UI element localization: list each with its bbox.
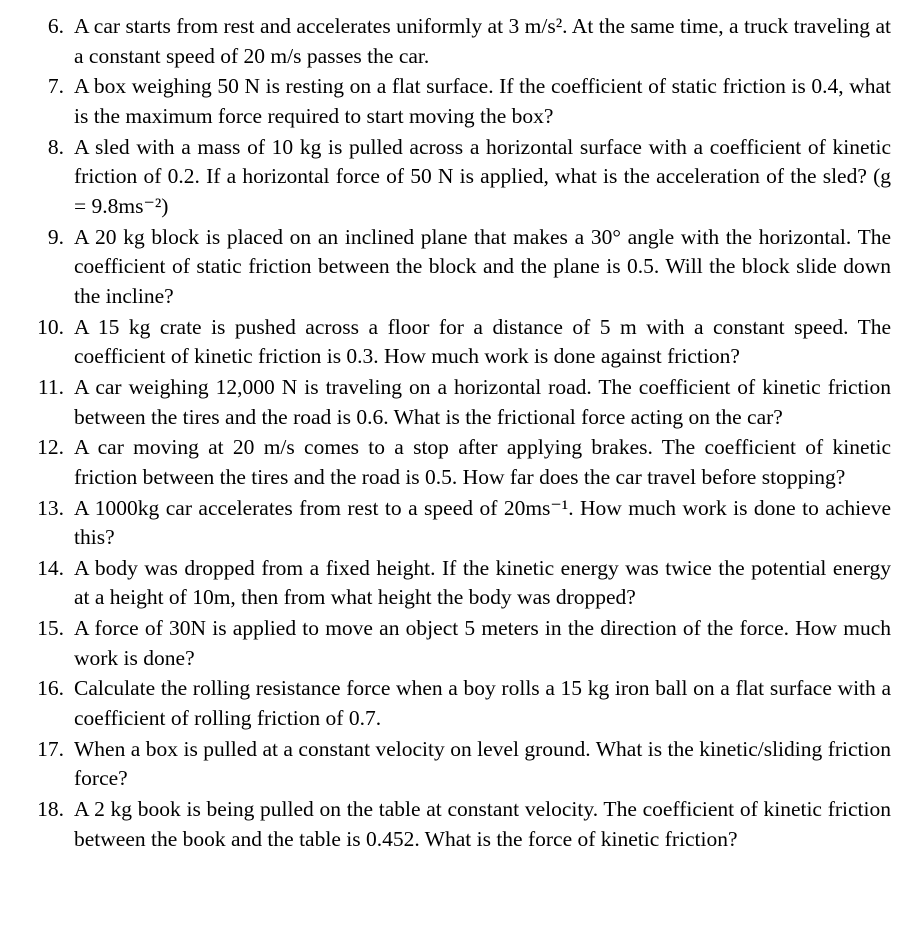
problem-number: 18. xyxy=(28,795,74,825)
problem-item: 17. When a box is pulled at a constant v… xyxy=(28,735,891,794)
problem-text: A 15 kg crate is pushed across a floor f… xyxy=(74,313,891,372)
problem-number: 6. xyxy=(28,12,74,42)
problem-text: A car weighing 12,000 N is traveling on … xyxy=(74,373,891,432)
problem-text: A 20 kg block is placed on an inclined p… xyxy=(74,223,891,312)
problem-item: 11. A car weighing 12,000 N is traveling… xyxy=(28,373,891,432)
problem-text: A 1000kg car accelerates from rest to a … xyxy=(74,494,891,553)
problem-item: 9. A 20 kg block is placed on an incline… xyxy=(28,223,891,312)
problem-text: Calculate the rolling resistance force w… xyxy=(74,674,891,733)
problem-item: 18. A 2 kg book is being pulled on the t… xyxy=(28,795,891,854)
problem-item: 14. A body was dropped from a fixed heig… xyxy=(28,554,891,613)
problem-text: A car starts from rest and accelerates u… xyxy=(74,12,891,71)
problem-item: 6. A car starts from rest and accelerate… xyxy=(28,12,891,71)
problem-number: 17. xyxy=(28,735,74,765)
problem-text: A body was dropped from a fixed height. … xyxy=(74,554,891,613)
problem-item: 13. A 1000kg car accelerates from rest t… xyxy=(28,494,891,553)
problem-item: 10. A 15 kg crate is pushed across a flo… xyxy=(28,313,891,372)
problem-number: 14. xyxy=(28,554,74,584)
problem-item: 16. Calculate the rolling resistance for… xyxy=(28,674,891,733)
problem-text: A force of 30N is applied to move an obj… xyxy=(74,614,891,673)
problem-number: 13. xyxy=(28,494,74,524)
problem-item: 12. A car moving at 20 m/s comes to a st… xyxy=(28,433,891,492)
problem-text: A car moving at 20 m/s comes to a stop a… xyxy=(74,433,891,492)
problem-number: 15. xyxy=(28,614,74,644)
problem-text: When a box is pulled at a constant veloc… xyxy=(74,735,891,794)
problem-number: 10. xyxy=(28,313,74,343)
problem-number: 16. xyxy=(28,674,74,704)
problem-item: 15. A force of 30N is applied to move an… xyxy=(28,614,891,673)
problem-number: 11. xyxy=(28,373,74,403)
problem-number: 8. xyxy=(28,133,74,163)
problem-number: 7. xyxy=(28,72,74,102)
problem-number: 9. xyxy=(28,223,74,253)
problem-text: A box weighing 50 N is resting on a flat… xyxy=(74,72,891,131)
problem-text: A 2 kg book is being pulled on the table… xyxy=(74,795,891,854)
problem-item: 7. A box weighing 50 N is resting on a f… xyxy=(28,72,891,131)
problem-text: A sled with a mass of 10 kg is pulled ac… xyxy=(74,133,891,222)
problem-number: 12. xyxy=(28,433,74,463)
problem-list: 6. A car starts from rest and accelerate… xyxy=(28,12,891,854)
problem-item: 8. A sled with a mass of 10 kg is pulled… xyxy=(28,133,891,222)
